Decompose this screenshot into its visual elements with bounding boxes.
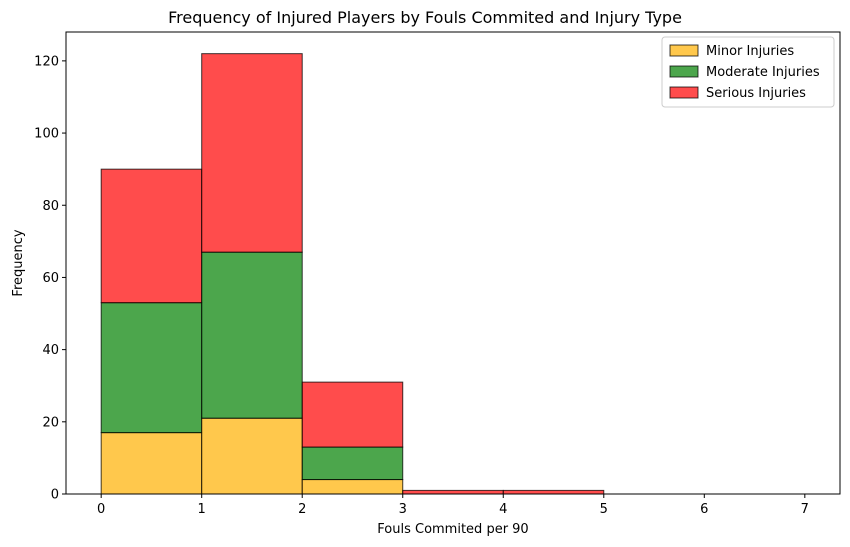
bar-serious-bin-3 — [402, 489, 504, 495]
x-tick-label: 7 — [801, 502, 809, 517]
x-tick-label: 1 — [198, 502, 206, 517]
chart-title: Frequency of Injured Players by Fouls Co… — [168, 8, 682, 27]
x-tick-label: 2 — [298, 502, 306, 517]
legend-label-moderate: Moderate Injuries — [706, 65, 820, 80]
x-axis-label: Fouls Commited per 90 — [377, 522, 528, 537]
x-tick-label: 6 — [700, 502, 708, 517]
legend-swatch-serious — [669, 86, 699, 99]
y-tick-label: 0 — [51, 488, 59, 503]
y-tick-label: 40 — [42, 343, 59, 358]
legend-swatch-minor — [669, 44, 699, 57]
x-tick-label: 5 — [600, 502, 608, 517]
x-tick-label: 3 — [399, 502, 407, 517]
bar-serious-bin-1 — [201, 53, 303, 253]
bar-minor-bin-0 — [100, 432, 203, 495]
bar-moderate-bin-0 — [100, 302, 203, 434]
legend-swatch-moderate — [669, 65, 699, 78]
bar-serious-bin-2 — [301, 381, 404, 448]
axes-frame — [65, 31, 841, 495]
y-tick-label: 60 — [42, 271, 59, 286]
x-tick-label: 4 — [499, 502, 507, 517]
y-tick-label: 80 — [42, 199, 59, 214]
plot-area: 0 1 2 3 4 5 6 7 0 20 40 60 80 100 120 — [34, 31, 841, 517]
bar-serious-bin-4 — [502, 489, 605, 495]
bar-moderate-bin-1 — [201, 251, 303, 419]
x-tick-label: 0 — [97, 502, 105, 517]
y-tick-label: 20 — [42, 415, 59, 430]
legend-label-minor: Minor Injuries — [706, 44, 794, 59]
legend: Minor Injuries Moderate Injuries Serious I… — [661, 36, 835, 108]
y-axis-label: Frequency — [11, 229, 26, 296]
y-tick-label: 120 — [34, 54, 59, 69]
bar-minor-bin-2 — [301, 479, 404, 495]
legend-box — [661, 36, 835, 108]
bar-moderate-bin-2 — [301, 446, 404, 481]
y-tick-label: 100 — [34, 127, 59, 142]
bar-serious-bin-0 — [100, 168, 203, 304]
bar-minor-bin-1 — [201, 417, 303, 495]
legend-label-serious: Serious Injuries — [706, 86, 806, 101]
